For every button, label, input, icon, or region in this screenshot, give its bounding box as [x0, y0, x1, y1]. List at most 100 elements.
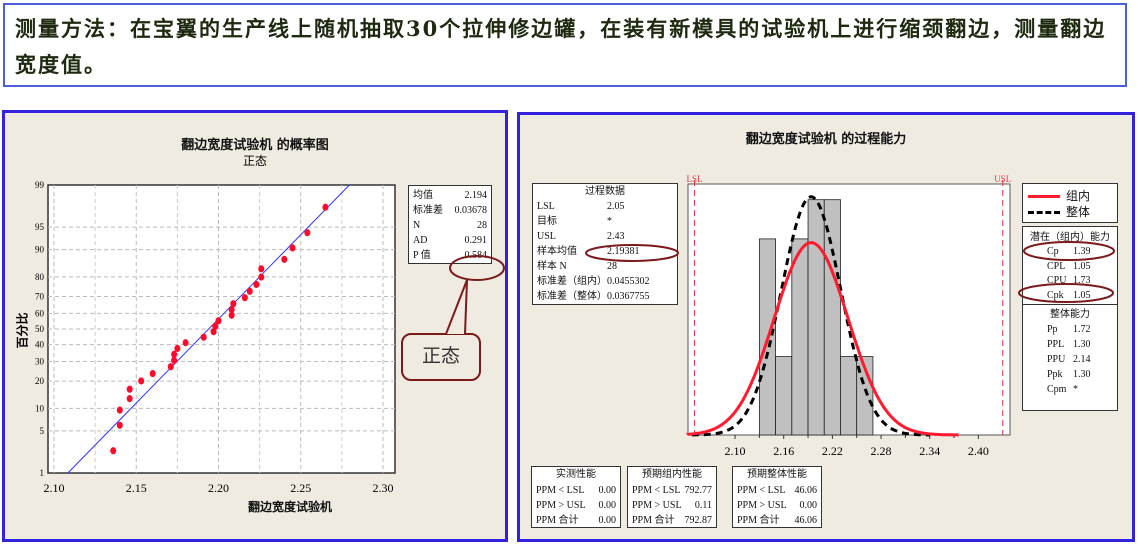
stat-row: 标准差 0.03678 [409, 203, 491, 218]
data-point [116, 406, 123, 414]
overall-title: 整体能力 [1050, 309, 1090, 320]
performance-box: 实测性能 PPM < LSL 0.00 PPM > USL 0.00 PPM 合计 0.00 [531, 466, 621, 528]
legend-item: 组内 [1023, 188, 1117, 204]
row-label: 标准差 [413, 205, 443, 216]
row-value: 46.06 [794, 515, 818, 526]
y-tick-label: 10 [35, 403, 45, 413]
row-label: PPM 合计 [632, 515, 675, 526]
data-point [182, 339, 189, 347]
usl-label: USL [994, 174, 1011, 184]
row-label: USL [537, 231, 556, 242]
fit-line [67, 184, 350, 474]
row-label: PPM < LSL [632, 485, 681, 496]
row-label: Ppk [1047, 369, 1063, 380]
x-tick-label: 2.34 [919, 444, 940, 458]
cpk-highlight-ellipse [1018, 283, 1114, 303]
row-value: 2.05 [607, 201, 625, 212]
data-point [289, 244, 296, 252]
x-tick-label: 2.40 [968, 444, 989, 458]
row-label: Cpk [1047, 289, 1064, 301]
stat-row: AD 0.291 [409, 233, 491, 248]
performance-row: PPM < LSL 46.06 [733, 483, 821, 498]
data-point [210, 328, 217, 336]
histogram-bar [807, 199, 825, 436]
row-label: PPM < LSL [737, 485, 786, 496]
row-value: 0.00 [598, 515, 617, 526]
data-point [171, 356, 178, 364]
data-point [126, 385, 133, 393]
row-label: 标准差（组内） [537, 276, 607, 287]
performance-row: PPM > USL 0.11 [628, 498, 716, 513]
data-point [230, 300, 237, 308]
data-point [304, 229, 311, 237]
row-value: 792.87 [684, 515, 713, 526]
data-point [322, 203, 329, 211]
process-data-row: 目标 * [533, 214, 677, 229]
data-point [281, 255, 288, 263]
row-label: PPL [1047, 339, 1065, 350]
row-label: Pp [1047, 324, 1058, 335]
row-value: 46.06 [794, 485, 818, 496]
row-value: 1.39 [1073, 246, 1091, 257]
overall-curve [691, 195, 931, 437]
row-label: PPM 合计 [536, 515, 579, 526]
lsl-label: LSL [686, 174, 702, 184]
data-point [126, 395, 133, 403]
overall-row: PPU 2.14 [1023, 352, 1117, 367]
x-tick-label: 2.10 [44, 481, 65, 495]
process-data-title: 过程数据 [585, 186, 625, 197]
data-point [258, 273, 265, 281]
performance-row: PPM > USL 0.00 [532, 498, 620, 513]
callout-pointer [445, 279, 468, 335]
row-value: 792.77 [684, 485, 713, 496]
performance-row: PPM < LSL 792.77 [628, 483, 716, 498]
y-tick-label: 20 [35, 376, 45, 386]
row-label: PPM > USL [536, 500, 586, 511]
row-label: PPM < LSL [536, 485, 585, 496]
x-tick-label: 2.16 [773, 444, 794, 458]
row-label: PPU [1047, 354, 1066, 365]
row-label: 均值 [413, 190, 433, 201]
y-tick-label: 99 [35, 180, 45, 190]
data-point [241, 294, 248, 302]
mean-highlight-ellipse [585, 244, 679, 262]
row-value: 0.291 [464, 235, 488, 246]
row-value: 1.30 [1073, 369, 1091, 380]
normal-callout: 正态 [401, 333, 481, 381]
x-tick-label: 2.15 [126, 481, 147, 495]
within-curve [686, 241, 959, 437]
row-value: 28 [607, 261, 617, 272]
row-label: PPM 合计 [737, 515, 780, 526]
x-tick-label: 2.28 [871, 444, 892, 458]
data-point [246, 287, 253, 295]
row-label: P 值 [413, 250, 431, 261]
data-point [253, 280, 260, 289]
row-label: AD [413, 235, 428, 246]
performance-row: PPM 合计 792.87 [628, 513, 716, 528]
row-value: * [607, 216, 612, 227]
x-tick-label: 2.22 [822, 444, 843, 458]
row-label: LSL [537, 201, 555, 212]
y-tick-label: 30 [35, 356, 45, 366]
performance-title: 预期组内性能 [642, 469, 702, 480]
x-tick-label: 2.10 [725, 444, 746, 458]
stat-row: 均值 2.194 [409, 188, 491, 203]
x-tick-label: 2.25 [290, 481, 311, 495]
divider [1023, 304, 1117, 305]
data-point [200, 333, 207, 341]
histogram-bar [791, 238, 809, 436]
performance-title: 实测性能 [556, 469, 596, 480]
row-value: * [1073, 384, 1078, 395]
row-label: 样本均值 [537, 246, 577, 257]
solid-line-swatch [1028, 194, 1060, 198]
row-label: Cp [1047, 246, 1059, 257]
data-point [171, 350, 178, 358]
data-point [258, 265, 265, 273]
data-point [228, 311, 235, 319]
method-text: 测量方法：在宝翼的生产线上随机抽取30个拉伸修边罐，在装有新模具的试验机上进行缩… [15, 16, 1107, 77]
performance-box: 预期整体性能 PPM < LSL 46.06 PPM > USL 0.00 PPM 合计 4… [732, 466, 822, 528]
overall-row: Pp 1.72 [1023, 322, 1117, 337]
y-tick-label: 50 [35, 324, 45, 334]
legend-item: 整体 [1023, 204, 1117, 220]
row-label: Cpm [1047, 384, 1067, 395]
